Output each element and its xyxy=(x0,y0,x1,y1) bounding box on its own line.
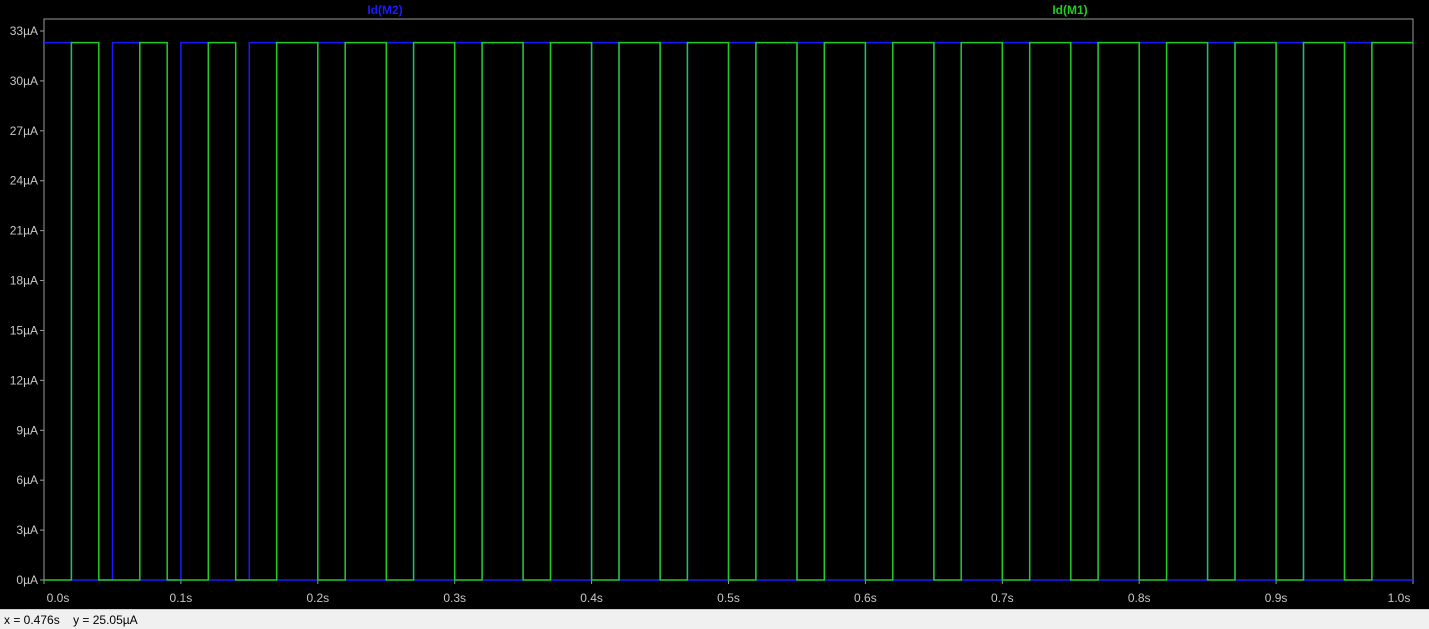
y-axis: 0µA 3µA 6µA 9µA 12µA 15µA 18µA 21µA 24µA 27µA 30µA… xyxy=(10,24,44,587)
cursor-x-readout: x = 0.476s xyxy=(4,613,60,627)
y-tick-label: 18µA xyxy=(10,274,38,288)
legend: Id(M2) Id(M1) xyxy=(367,3,1087,17)
y-tick-label: 27µA xyxy=(10,124,38,138)
y-tick-label: 21µA xyxy=(10,224,38,238)
x-tick-label: 0.4s xyxy=(580,591,603,605)
y-tick-label: 6µA xyxy=(16,473,38,487)
plot-area[interactable]: 0µA 3µA 6µA 9µA 12µA 15µA 18µA 21µA 24µA 27µA 30µA… xyxy=(0,0,1429,609)
legend-label-id-m1[interactable]: Id(M1) xyxy=(1052,3,1087,17)
cursor-y-readout: y = 25.05µA xyxy=(73,613,138,627)
status-bar: x = 0.476s y = 25.05µA xyxy=(0,609,1429,629)
x-tick-label: 0.3s xyxy=(443,591,466,605)
y-tick-label: 12µA xyxy=(10,373,38,387)
y-tick-label: 30µA xyxy=(10,74,38,88)
y-tick-label: 9µA xyxy=(16,423,38,437)
x-tick-label: 0.6s xyxy=(854,591,877,605)
x-tick-label: 0.9s xyxy=(1265,591,1288,605)
y-tick-label: 3µA xyxy=(16,523,38,537)
y-tick-label: 0µA xyxy=(16,573,38,587)
series-traces xyxy=(44,41,1413,581)
x-axis: 0.0s 0.1s 0.2s 0.3s 0.4s 0.5s 0.6s 0.7s 0.8s 0.9s… xyxy=(43,580,1414,605)
x-tick-label: 0.0s xyxy=(47,591,70,605)
x-tick-label: 0.8s xyxy=(1128,591,1151,605)
x-tick-label: 1.0s xyxy=(1388,591,1411,605)
x-tick-label: 0.7s xyxy=(991,591,1014,605)
x-tick-label: 0.2s xyxy=(306,591,329,605)
legend-label-id-m2[interactable]: Id(M2) xyxy=(367,3,402,17)
x-tick-label: 0.5s xyxy=(717,591,740,605)
series-line-id-m1[interactable] xyxy=(44,41,1413,581)
y-tick-label: 24µA xyxy=(10,174,38,188)
y-tick-label: 15µA xyxy=(10,323,38,337)
y-tick-label: 33µA xyxy=(10,24,38,38)
x-tick-label: 0.1s xyxy=(170,591,193,605)
